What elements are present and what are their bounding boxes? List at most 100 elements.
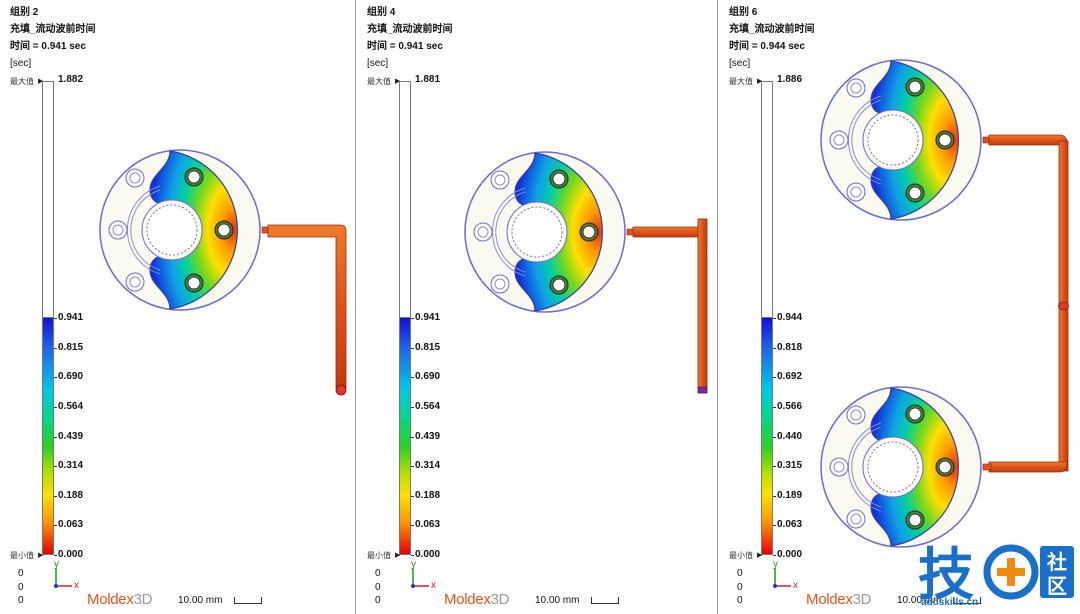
result-panel-group-2: 组别 2 充填_流动波前时间 时间 = 0.941 sec [sec] 最大值 … bbox=[0, 0, 355, 614]
scale-bar bbox=[234, 597, 262, 604]
result-name: 充填_流动波前时间 bbox=[10, 24, 96, 35]
legend-tick-label: 0.315 bbox=[777, 460, 803, 472]
max-marker-icon: ▶ bbox=[395, 78, 401, 85]
result-panel-group-6: 组别 6 充填_流动波前时间 时间 = 0.944 sec [sec] 最大值 … bbox=[719, 0, 1080, 614]
axis-triad-icon: y x bbox=[773, 559, 798, 591]
legend-tick-label: 0.815 bbox=[58, 341, 84, 353]
axis-triad-icon: y x bbox=[411, 559, 436, 591]
axis-x-label: x bbox=[793, 580, 798, 591]
legend-tick-mark bbox=[773, 347, 776, 349]
axis-y-label: y bbox=[411, 559, 416, 570]
legend-tick-label: 0.000 bbox=[777, 549, 803, 560]
legend-tick-label: 0.941 bbox=[58, 312, 84, 323]
runner-top bbox=[988, 134, 1068, 146]
gate-bottom bbox=[982, 463, 992, 471]
legend-tick-mark bbox=[54, 555, 57, 556]
unit-label: [sec] bbox=[729, 58, 751, 69]
watermark-side-top: 社 bbox=[1046, 550, 1067, 574]
legend-tick-label: 0.188 bbox=[415, 489, 441, 501]
scale-label: 10.00 mm bbox=[178, 595, 223, 606]
legend-tick-label: 0.690 bbox=[58, 371, 84, 383]
origin-coordinates: 0 0 0 bbox=[18, 567, 24, 608]
moldex3d-logo: Moldex3D bbox=[806, 591, 872, 608]
max-value: 1.886 bbox=[777, 74, 803, 85]
max-label: 最大值 bbox=[367, 77, 391, 86]
legend-tick-mark bbox=[411, 347, 414, 349]
legend-tick-mark bbox=[54, 347, 57, 349]
min-marker-icon: ▶ bbox=[395, 552, 401, 559]
legend-tick-label: 0.564 bbox=[415, 400, 441, 412]
legend-bar-unfilled bbox=[761, 81, 773, 317]
axis-x-label: x bbox=[74, 580, 79, 591]
time-readout: 时间 = 0.941 sec bbox=[367, 41, 443, 52]
coord-y: 0 bbox=[18, 581, 24, 593]
unit-label: [sec] bbox=[367, 58, 389, 69]
coord-x: 0 bbox=[737, 568, 743, 579]
legend-tick-mark bbox=[411, 525, 414, 527]
max-label: 最大值 bbox=[10, 77, 34, 86]
max-label: 最大值 bbox=[729, 77, 753, 86]
legend-tick-mark bbox=[773, 377, 776, 379]
flange-part bbox=[464, 151, 626, 313]
panel-divider bbox=[717, 0, 718, 614]
max-marker-icon: ▶ bbox=[757, 78, 763, 85]
coord-y: 0 bbox=[737, 581, 743, 593]
runner-vertical bbox=[697, 218, 708, 394]
origin-coordinates: 0 0 0 bbox=[375, 567, 381, 608]
legend-tick-label: 0.818 bbox=[777, 341, 803, 353]
result-name: 充填_流动波前时间 bbox=[367, 24, 453, 35]
legend-tick-label: 0.063 bbox=[58, 519, 84, 531]
legend-bar-unfilled bbox=[42, 81, 54, 317]
legend-color-bar bbox=[42, 317, 54, 555]
legend-tick-mark bbox=[411, 377, 414, 379]
scale-label: 10.00 mm bbox=[897, 595, 942, 606]
runner bbox=[632, 226, 706, 238]
legend-color-bar bbox=[761, 317, 773, 555]
legend-tick-label: 0.000 bbox=[58, 549, 84, 560]
flange-part-top bbox=[820, 59, 982, 221]
coord-x: 0 bbox=[375, 568, 381, 579]
scale-bar bbox=[953, 597, 981, 604]
coord-z: 0 bbox=[18, 595, 24, 606]
legend-tick-label: 0.000 bbox=[415, 549, 441, 560]
sprue-inlet bbox=[335, 384, 347, 396]
legend-tick-mark bbox=[54, 495, 57, 497]
legend-tick-mark bbox=[54, 377, 57, 379]
panel-divider bbox=[355, 0, 356, 614]
legend-tick-mark bbox=[411, 466, 414, 468]
sprue-inlet bbox=[697, 386, 708, 394]
max-value: 1.882 bbox=[58, 74, 84, 85]
moldex3d-logo: Moldex3D bbox=[87, 591, 153, 608]
part-model-view bbox=[820, 59, 1069, 548]
legend-tick-mark bbox=[54, 406, 57, 408]
axis-x-label: x bbox=[431, 580, 436, 591]
legend-color-bar bbox=[399, 317, 411, 555]
legend-tick-mark bbox=[411, 406, 414, 408]
legend-tick-mark bbox=[773, 406, 776, 408]
group-title: 组别 6 bbox=[729, 7, 758, 18]
legend-tick-mark bbox=[54, 318, 57, 319]
legend-tick-mark bbox=[411, 318, 414, 319]
legend-tick-label: 0.189 bbox=[777, 489, 803, 501]
legend-tick-label: 0.815 bbox=[415, 341, 441, 353]
min-marker-icon: ▶ bbox=[757, 552, 763, 559]
max-value: 1.881 bbox=[415, 74, 441, 85]
legend-tick-mark bbox=[411, 555, 414, 556]
coord-y: 0 bbox=[375, 581, 381, 593]
legend-tick-mark bbox=[773, 495, 776, 497]
scale-label: 10.00 mm bbox=[535, 595, 580, 606]
coord-x: 0 bbox=[18, 568, 24, 579]
scale-bar bbox=[591, 597, 619, 604]
min-label: 最小值 bbox=[367, 551, 391, 560]
legend-tick-mark bbox=[411, 495, 414, 497]
legend-bar-unfilled bbox=[399, 81, 411, 317]
flange-part-bottom bbox=[820, 386, 982, 548]
min-label: 最小值 bbox=[729, 551, 753, 560]
legend-tick-label: 0.314 bbox=[58, 460, 84, 472]
min-marker-icon: ▶ bbox=[38, 552, 44, 559]
legend-tick-label: 0.440 bbox=[777, 430, 803, 442]
legend-tick-label: 0.564 bbox=[58, 400, 84, 412]
legend-tick-label: 0.439 bbox=[415, 430, 441, 442]
group-title: 组别 4 bbox=[367, 7, 396, 18]
sprue-inlet bbox=[1058, 301, 1069, 311]
